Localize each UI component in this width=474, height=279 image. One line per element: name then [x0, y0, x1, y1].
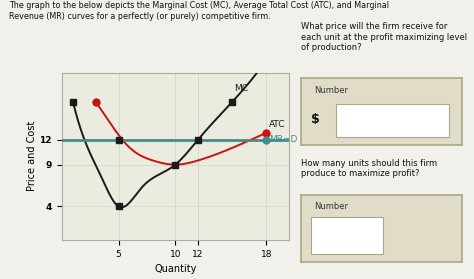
Text: ATC: ATC	[269, 121, 285, 129]
Text: MR=D: MR=D	[269, 135, 297, 144]
X-axis label: Quantity: Quantity	[154, 264, 197, 274]
Bar	[310, 217, 383, 254]
Text: $: $	[310, 113, 319, 126]
Text: The graph to the below depicts the Marginal Cost (MC), Average Total Cost (ATC),: The graph to the below depicts the Margi…	[9, 1, 390, 21]
Text: MC: MC	[235, 85, 248, 93]
Text: What price will the firm receive for
each unit at the profit maximizing level
of: What price will the firm receive for eac…	[301, 22, 467, 52]
Bar	[337, 104, 449, 137]
Text: Number: Number	[314, 202, 348, 211]
Text: Number: Number	[314, 86, 348, 95]
Y-axis label: Price and Cost: Price and Cost	[27, 121, 36, 191]
Text: How many units should this firm
produce to maximize profit?: How many units should this firm produce …	[301, 159, 437, 179]
